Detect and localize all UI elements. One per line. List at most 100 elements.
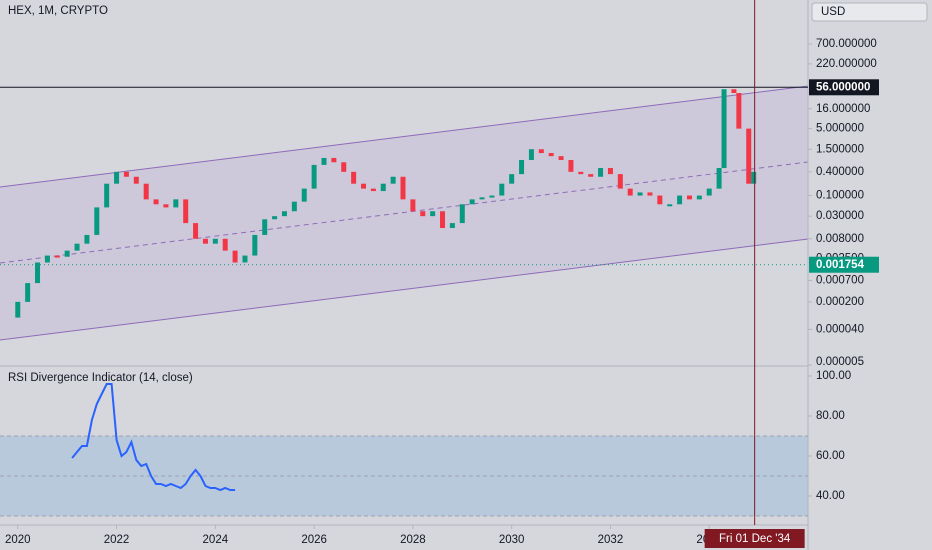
candle xyxy=(94,207,100,235)
crosshair-label: Fri 01 Dec '34 xyxy=(719,533,791,545)
x-tick-label: 2032 xyxy=(598,534,624,546)
candle xyxy=(133,176,139,184)
candle xyxy=(281,211,287,217)
candle xyxy=(519,159,525,175)
channel-lower xyxy=(0,238,809,341)
candle xyxy=(410,199,416,212)
currency: USD xyxy=(821,6,845,18)
candle xyxy=(114,171,120,184)
candle xyxy=(751,171,757,184)
candle xyxy=(222,238,228,251)
candle xyxy=(499,183,505,196)
candle xyxy=(731,89,737,94)
candle xyxy=(301,188,307,202)
candle xyxy=(578,171,584,175)
candle xyxy=(469,199,475,205)
candle xyxy=(252,234,258,256)
candle xyxy=(54,255,60,258)
candle xyxy=(74,243,80,251)
candle xyxy=(637,192,643,196)
y-tick-label: 0.400000 xyxy=(816,166,864,178)
y-tick-label: 16.000000 xyxy=(816,103,870,115)
candle xyxy=(509,174,515,184)
candle xyxy=(686,195,692,200)
candle xyxy=(390,176,396,184)
candle xyxy=(588,174,594,177)
candle xyxy=(163,204,169,208)
candle xyxy=(153,199,159,205)
candle xyxy=(400,176,406,200)
chart-title: HEX, 1M, CRYPTO xyxy=(8,5,108,17)
candle xyxy=(617,174,623,189)
x-tick-label: 2030 xyxy=(499,534,525,546)
candle xyxy=(35,262,41,284)
y-tick-label: 0.000005 xyxy=(816,356,864,368)
candle xyxy=(677,195,683,205)
channel-upper xyxy=(0,85,809,188)
candle xyxy=(173,199,179,208)
candle xyxy=(479,197,485,200)
candle xyxy=(321,157,327,165)
y-tick-label: 0.000040 xyxy=(816,323,864,335)
candle xyxy=(351,171,357,184)
y-tick-label: 5.000000 xyxy=(816,123,864,135)
candle xyxy=(696,195,702,200)
candle xyxy=(548,153,554,157)
price-label-bg xyxy=(809,256,879,273)
y-tick-label: 0.000200 xyxy=(816,296,864,308)
candle xyxy=(568,159,574,172)
candle xyxy=(370,188,376,192)
candle xyxy=(193,223,199,239)
indicator-title: RSI Divergence Indicator (14, close) xyxy=(8,372,193,384)
y-tick-label: 0.000700 xyxy=(816,274,864,286)
y-tick-label: 100.00 xyxy=(816,370,851,382)
candle xyxy=(667,204,673,207)
x-tick-label: 2024 xyxy=(203,534,229,546)
candle xyxy=(84,234,90,244)
crosshair-label-bg xyxy=(704,529,805,548)
price-label-bg xyxy=(809,79,879,96)
candle xyxy=(430,211,436,217)
candle xyxy=(440,211,446,229)
x-tick-label: 2026 xyxy=(301,534,327,546)
rsi-line xyxy=(71,383,236,492)
candle xyxy=(721,89,727,169)
candle xyxy=(25,283,31,302)
x-tick-label: 2020 xyxy=(5,534,31,546)
candle xyxy=(746,128,752,184)
candle xyxy=(123,171,129,177)
y-tick-label: 80.00 xyxy=(816,410,845,422)
candle xyxy=(232,250,238,263)
candle xyxy=(449,223,455,229)
candle xyxy=(341,162,347,172)
candle xyxy=(489,195,495,198)
candle xyxy=(15,301,21,318)
candle xyxy=(459,204,465,224)
candle xyxy=(647,192,653,196)
y-tick-label: 0.030000 xyxy=(816,210,864,222)
candle xyxy=(331,157,337,163)
candle xyxy=(598,168,604,177)
candle xyxy=(420,211,426,217)
candle xyxy=(607,168,613,175)
y-tick-label: 60.00 xyxy=(816,450,845,462)
y-tick-label: 220.000000 xyxy=(816,58,877,70)
x-tick-label: 2022 xyxy=(104,534,130,546)
candle xyxy=(380,183,386,192)
candle xyxy=(202,238,208,244)
y-tick-label: 0.100000 xyxy=(816,190,864,202)
candle xyxy=(736,93,742,129)
candle xyxy=(291,201,297,212)
y-tick-label: 0.008000 xyxy=(816,233,864,245)
y-tick-label: 1.500000 xyxy=(816,143,864,155)
x-tick-label: 2028 xyxy=(400,534,426,546)
candle xyxy=(143,183,149,200)
candle xyxy=(361,183,367,189)
candle xyxy=(262,219,268,235)
candle xyxy=(657,195,663,205)
candle xyxy=(44,255,50,263)
candle xyxy=(272,216,278,220)
currency-button[interactable] xyxy=(811,2,928,22)
